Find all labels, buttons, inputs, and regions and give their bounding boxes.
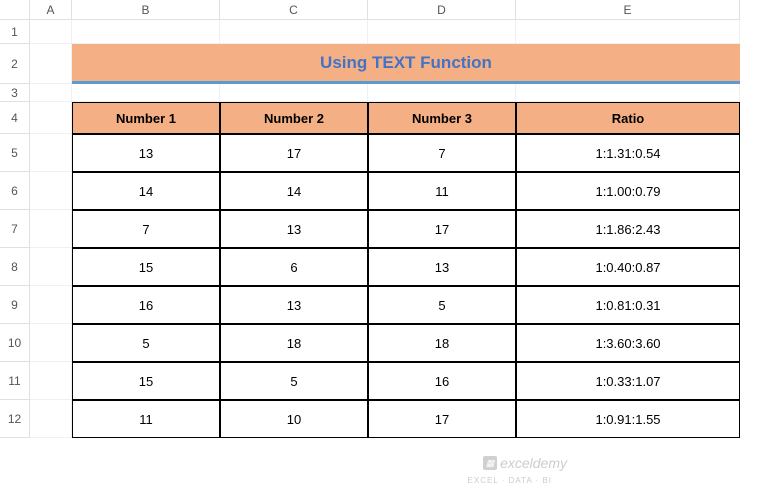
- cell-e5[interactable]: 1:1.31:0.54: [516, 134, 740, 172]
- watermark: ▦ exceldemy: [483, 455, 567, 471]
- cell-e6[interactable]: 1:1.00:0.79: [516, 172, 740, 210]
- cell-b7[interactable]: 7: [72, 210, 220, 248]
- cell-c12[interactable]: 10: [220, 400, 368, 438]
- cell-d12[interactable]: 17: [368, 400, 516, 438]
- title-cell[interactable]: Using TEXT Function: [72, 44, 740, 84]
- row-header-7[interactable]: 7: [0, 210, 30, 248]
- cell-b10[interactable]: 5: [72, 324, 220, 362]
- col-header-e[interactable]: E: [516, 0, 740, 20]
- cell-d9[interactable]: 5: [368, 286, 516, 324]
- cell-b9[interactable]: 16: [72, 286, 220, 324]
- cell-a1[interactable]: [30, 20, 72, 44]
- cell-d11[interactable]: 16: [368, 362, 516, 400]
- cell-c7[interactable]: 13: [220, 210, 368, 248]
- row-header-11[interactable]: 11: [0, 362, 30, 400]
- cell-d8[interactable]: 13: [368, 248, 516, 286]
- row-header-9[interactable]: 9: [0, 286, 30, 324]
- cell-e3[interactable]: [516, 84, 740, 102]
- cell-b5[interactable]: 13: [72, 134, 220, 172]
- col-header-d[interactable]: D: [368, 0, 516, 20]
- watermark-subtext: EXCEL · DATA · BI: [468, 476, 552, 485]
- row-header-1[interactable]: 1: [0, 20, 30, 44]
- cell-c10[interactable]: 18: [220, 324, 368, 362]
- cell-b6[interactable]: 14: [72, 172, 220, 210]
- cell-c3[interactable]: [220, 84, 368, 102]
- cell-a3[interactable]: [30, 84, 72, 102]
- cell-b1[interactable]: [72, 20, 220, 44]
- cell-e9[interactable]: 1:0.81:0.31: [516, 286, 740, 324]
- cell-e10[interactable]: 1:3.60:3.60: [516, 324, 740, 362]
- row-header-5[interactable]: 5: [0, 134, 30, 172]
- grid-corner: [0, 0, 30, 20]
- cell-a5[interactable]: [30, 134, 72, 172]
- cell-e1[interactable]: [516, 20, 740, 44]
- cell-d7[interactable]: 17: [368, 210, 516, 248]
- watermark-icon: ▦: [483, 456, 497, 470]
- header-number3[interactable]: Number 3: [368, 102, 516, 134]
- col-header-b[interactable]: B: [72, 0, 220, 20]
- watermark-text: exceldemy: [500, 455, 567, 471]
- row-header-8[interactable]: 8: [0, 248, 30, 286]
- row-header-6[interactable]: 6: [0, 172, 30, 210]
- cell-c11[interactable]: 5: [220, 362, 368, 400]
- header-number2[interactable]: Number 2: [220, 102, 368, 134]
- cell-d6[interactable]: 11: [368, 172, 516, 210]
- cell-a11[interactable]: [30, 362, 72, 400]
- cell-a8[interactable]: [30, 248, 72, 286]
- cell-a2[interactable]: [30, 44, 72, 84]
- cell-a12[interactable]: [30, 400, 72, 438]
- cell-d10[interactable]: 18: [368, 324, 516, 362]
- cell-b11[interactable]: 15: [72, 362, 220, 400]
- cell-a7[interactable]: [30, 210, 72, 248]
- col-header-a[interactable]: A: [30, 0, 72, 20]
- cell-e12[interactable]: 1:0.91:1.55: [516, 400, 740, 438]
- cell-e8[interactable]: 1:0.40:0.87: [516, 248, 740, 286]
- cell-b8[interactable]: 15: [72, 248, 220, 286]
- cell-a10[interactable]: [30, 324, 72, 362]
- cell-e11[interactable]: 1:0.33:1.07: [516, 362, 740, 400]
- cell-c6[interactable]: 14: [220, 172, 368, 210]
- cell-d5[interactable]: 7: [368, 134, 516, 172]
- cell-a6[interactable]: [30, 172, 72, 210]
- header-ratio[interactable]: Ratio: [516, 102, 740, 134]
- cell-d3[interactable]: [368, 84, 516, 102]
- cell-d1[interactable]: [368, 20, 516, 44]
- cell-c8[interactable]: 6: [220, 248, 368, 286]
- cell-a9[interactable]: [30, 286, 72, 324]
- header-number1[interactable]: Number 1: [72, 102, 220, 134]
- cell-b12[interactable]: 11: [72, 400, 220, 438]
- cell-e7[interactable]: 1:1.86:2.43: [516, 210, 740, 248]
- cell-b3[interactable]: [72, 84, 220, 102]
- row-header-12[interactable]: 12: [0, 400, 30, 438]
- row-header-2[interactable]: 2: [0, 44, 30, 84]
- cell-a4[interactable]: [30, 102, 72, 134]
- row-header-10[interactable]: 10: [0, 324, 30, 362]
- cell-c1[interactable]: [220, 20, 368, 44]
- cell-c9[interactable]: 13: [220, 286, 368, 324]
- spreadsheet-grid: A B C D E 1 2 Using TEXT Function 3 4 Nu…: [0, 0, 767, 438]
- row-header-4[interactable]: 4: [0, 102, 30, 134]
- col-header-c[interactable]: C: [220, 0, 368, 20]
- cell-c5[interactable]: 17: [220, 134, 368, 172]
- row-header-3[interactable]: 3: [0, 84, 30, 102]
